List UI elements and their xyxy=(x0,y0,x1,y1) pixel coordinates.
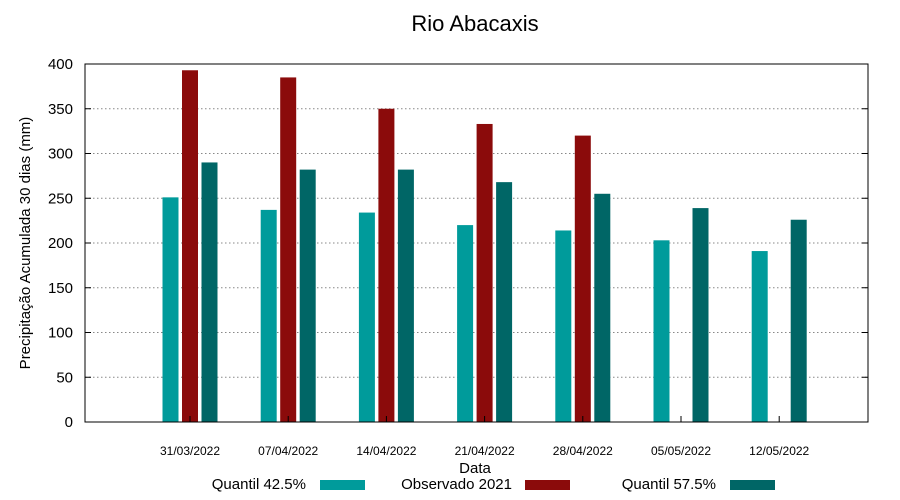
bar-3 xyxy=(790,219,807,422)
bar-3 xyxy=(692,208,709,422)
bar-2 xyxy=(378,108,395,422)
y-tick-label: 0 xyxy=(65,414,73,431)
bar-3 xyxy=(496,182,513,422)
x-axis-ticks: 31/03/2022 07/04/2022 14/04/2022 21/04/2022… xyxy=(160,416,810,458)
x-tick-label: 05/05/2022 xyxy=(651,444,711,458)
y-tick-label: 100 xyxy=(48,325,73,342)
y-tick-label: 200 xyxy=(48,235,73,252)
x-tick-label: 12/05/2022 xyxy=(749,444,809,458)
x-axis-label: Data xyxy=(459,460,491,477)
bar-1 xyxy=(162,197,179,422)
legend-swatch xyxy=(730,480,775,490)
y-tick-label: 400 xyxy=(48,56,73,73)
x-tick-label: 21/04/2022 xyxy=(455,444,515,458)
bar-1 xyxy=(358,212,375,422)
x-tick-label: 31/03/2022 xyxy=(160,444,220,458)
bar-2 xyxy=(476,123,493,422)
bar-1 xyxy=(555,230,572,422)
bar-2 xyxy=(574,135,591,422)
y-tick-label: 350 xyxy=(48,101,73,118)
y-axis-label: Precipitação Acumulada 30 dias (mm) xyxy=(17,117,34,370)
legend-label: Quantil 57.5% xyxy=(622,476,716,493)
legend-swatch xyxy=(525,480,570,490)
bar-1 xyxy=(653,240,670,422)
bar-1 xyxy=(260,209,277,422)
x-tick-label: 28/04/2022 xyxy=(553,444,613,458)
y-axis-ticks: 0 50 100 150 200 250 300 350 400 xyxy=(48,56,868,431)
y-tick-label: 300 xyxy=(48,146,73,163)
legend-label: Quantil 42.5% xyxy=(212,476,306,493)
legend: Quantil 42.5% Observado 2021 Quantil 57.5% xyxy=(212,476,775,493)
bar-1 xyxy=(457,225,474,422)
x-tick-label: 07/04/2022 xyxy=(258,444,318,458)
chart-title: Rio Abacaxis xyxy=(411,11,538,36)
x-tick-label: 14/04/2022 xyxy=(356,444,416,458)
y-tick-label: 250 xyxy=(48,190,73,207)
bar-3 xyxy=(594,193,611,422)
bar-2 xyxy=(182,70,198,422)
bar-2 xyxy=(280,77,297,423)
y-tick-label: 150 xyxy=(48,280,73,297)
bar-3 xyxy=(201,162,218,422)
legend-swatch xyxy=(320,480,365,490)
bar-1 xyxy=(751,251,768,422)
y-tick-label: 50 xyxy=(56,369,73,386)
grid xyxy=(85,108,868,378)
bar-3 xyxy=(299,169,316,422)
bar-3 xyxy=(397,169,414,422)
bars xyxy=(162,70,807,423)
legend-label: Observado 2021 xyxy=(401,476,512,493)
